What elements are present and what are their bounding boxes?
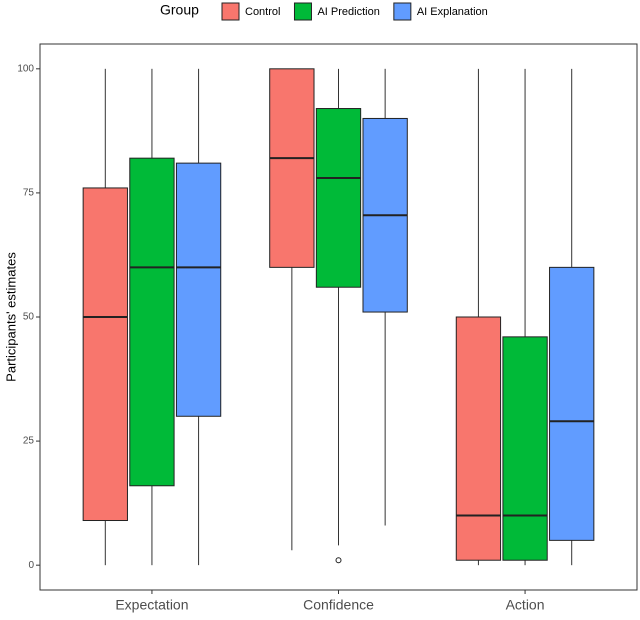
legend-key — [393, 2, 412, 21]
legend-title: Group — [160, 2, 199, 18]
y-axis-label: Participants' estimates — [3, 252, 18, 382]
box — [549, 266, 595, 541]
legend-key — [293, 2, 312, 21]
legend-label: AI Explanation — [417, 6, 488, 18]
box — [502, 336, 548, 561]
y-tick-label: 0 — [28, 560, 34, 571]
y-tick-label: 25 — [23, 436, 35, 447]
box — [129, 157, 175, 487]
x-tick-label: Action — [506, 597, 545, 613]
legend-label: Control — [245, 6, 280, 18]
x-tick-label: Confidence — [303, 597, 374, 613]
box — [175, 162, 222, 417]
y-tick-label: 50 — [23, 312, 35, 323]
x-tick-label: Expectation — [115, 597, 188, 613]
y-tick-label: 75 — [23, 188, 35, 199]
box — [82, 187, 128, 522]
y-tick-label: 100 — [17, 63, 34, 74]
outlier — [335, 557, 342, 564]
box — [455, 316, 502, 561]
box — [315, 108, 362, 288]
box — [269, 68, 315, 268]
legend-label: AI Prediction — [317, 6, 379, 18]
legend-key — [221, 2, 240, 21]
